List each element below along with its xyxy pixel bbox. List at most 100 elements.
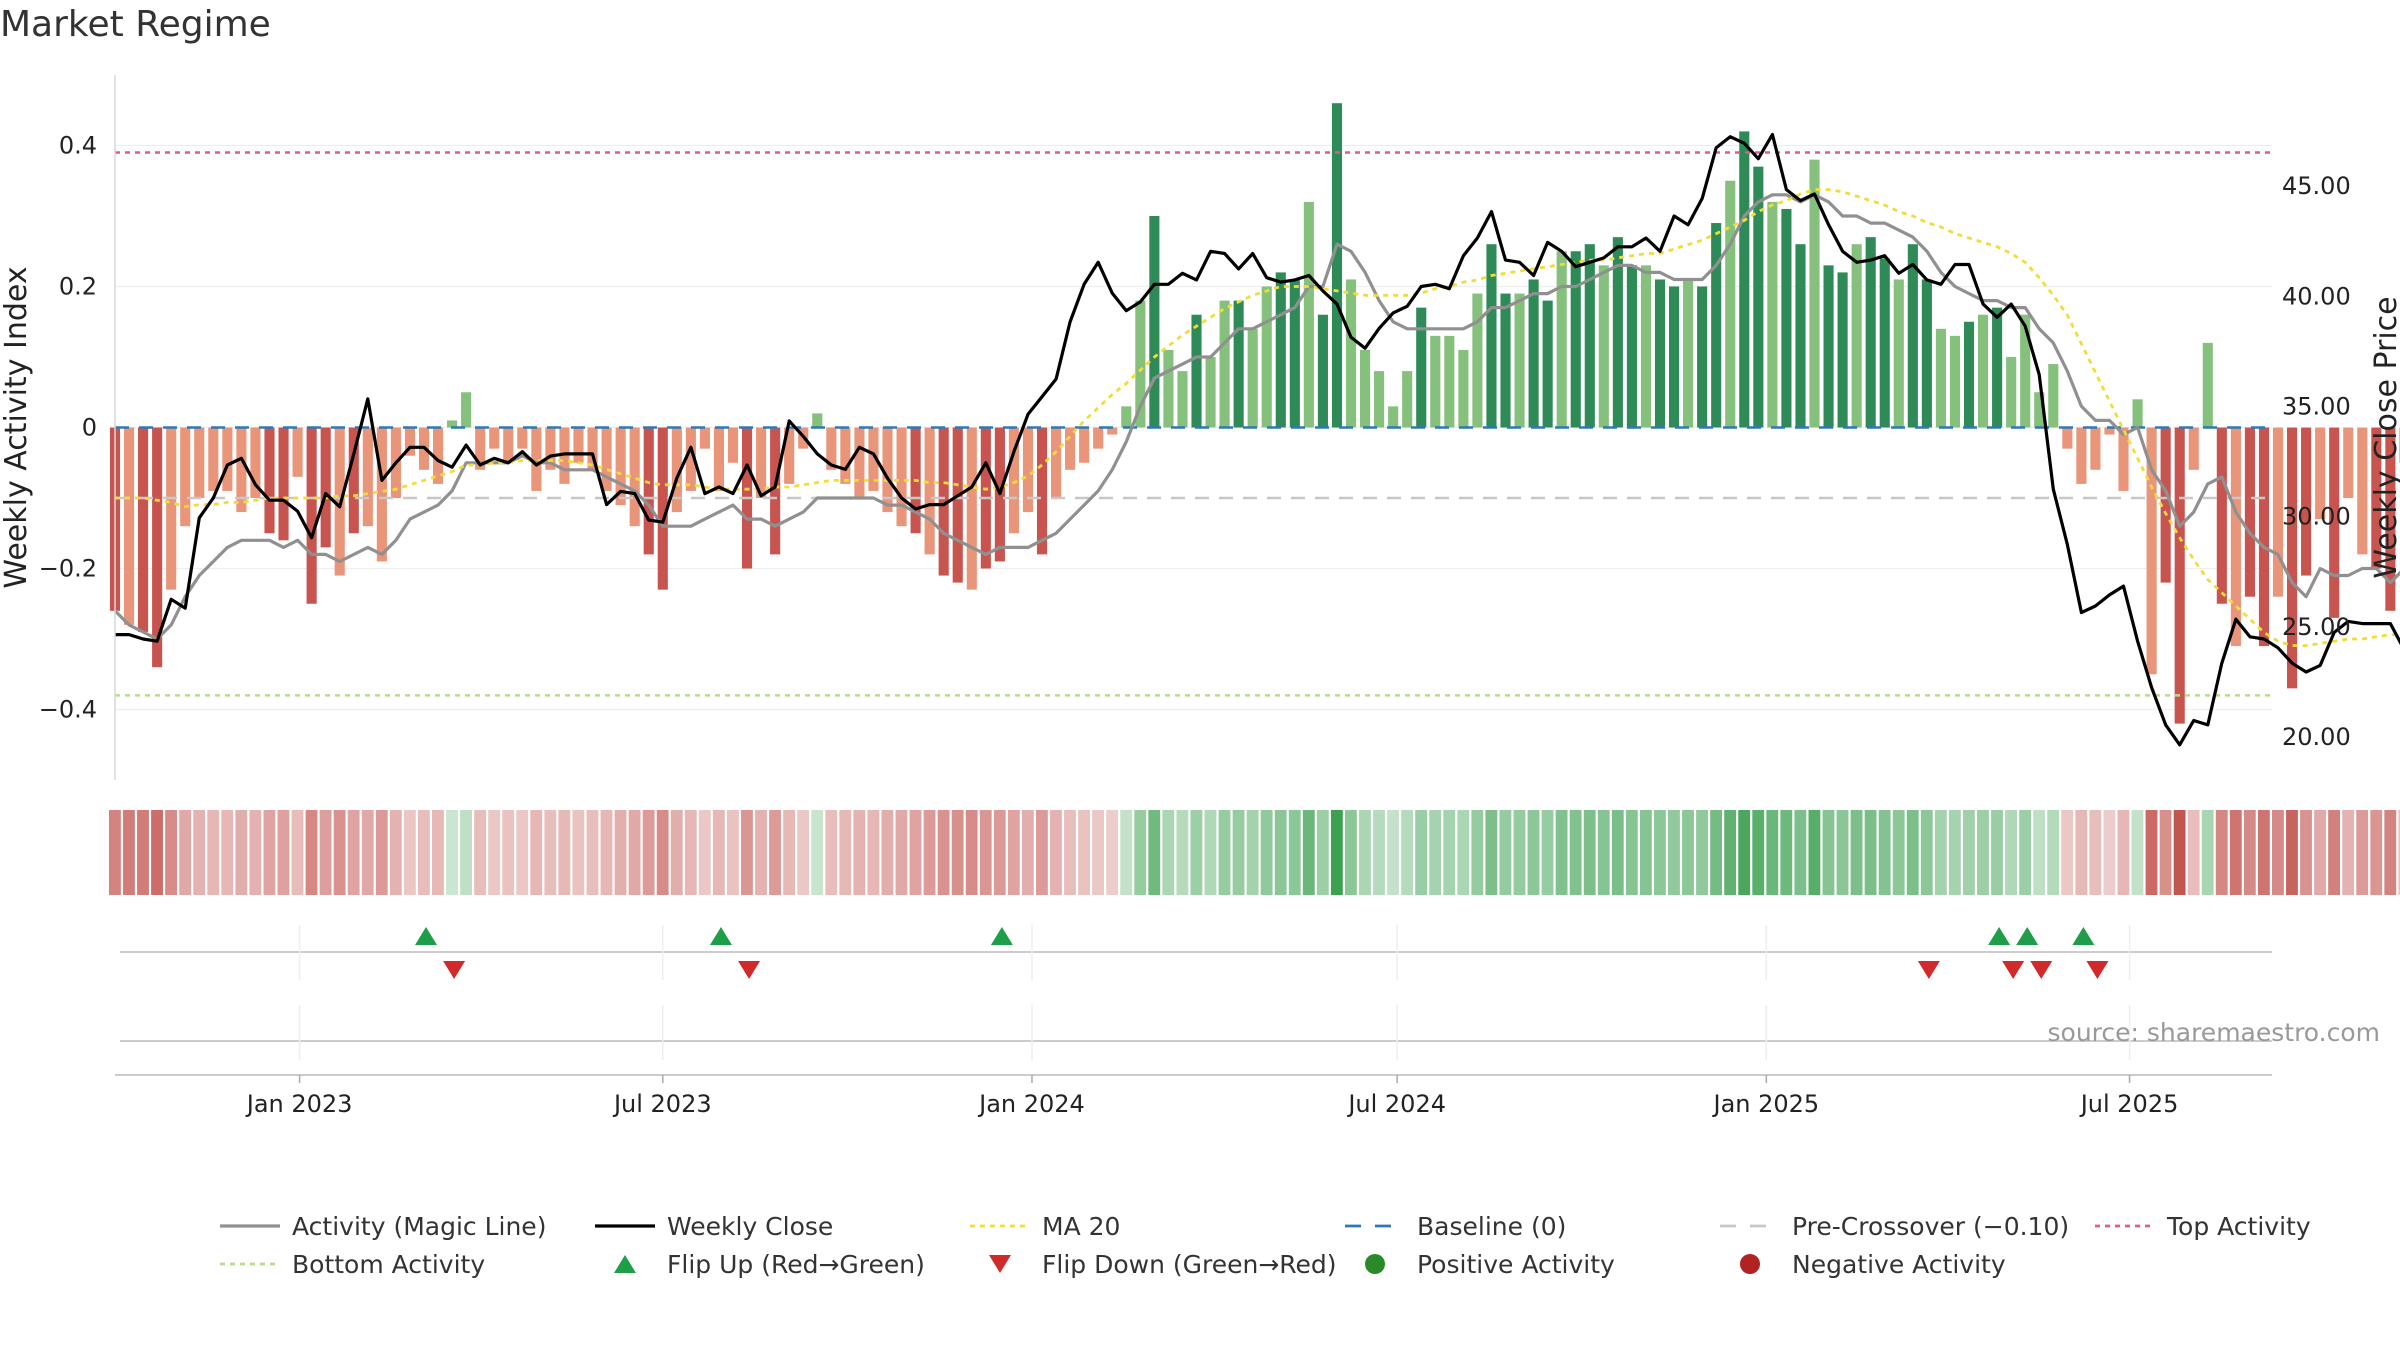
regime-cell-44 (726, 810, 739, 895)
activity-bar-42 (699, 427, 710, 449)
regime-cell-101 (1527, 810, 1540, 895)
flip-up-marker-1 (709, 927, 732, 945)
activity-bar-118 (1767, 201, 1778, 428)
regime-cell-15 (319, 810, 332, 895)
flip-markers (120, 927, 2272, 1042)
regime-cell-82 (1260, 810, 1273, 895)
activity-bar-23 (432, 427, 444, 484)
regime-cell-128 (1906, 810, 1919, 895)
y-right-tick-label-0: 45.00 (2282, 172, 2351, 200)
regime-cell-33 (572, 810, 585, 895)
activity-bar-94 (1430, 335, 1441, 428)
regime-cell-88 (1344, 810, 1357, 895)
regime-cell-53 (853, 810, 866, 895)
legend-item-positive[interactable]: Positive Activity (1365, 1250, 1615, 1279)
regime-cell-64 (1007, 810, 1020, 895)
regime-cell-156 (2300, 810, 2312, 895)
regime-cell-147 (2173, 810, 2186, 895)
regime-cell-45 (741, 810, 753, 895)
activity-bar-135 (2006, 357, 2017, 428)
regime-cell-52 (839, 810, 852, 895)
x-axis: Jan 2023 Jul 2023 Jan 2024 Jul 2024 Jan 2025… (115, 925, 2272, 1118)
legend-item-flip_up[interactable]: Flip Up (Red→Green) (614, 1250, 925, 1279)
source-label: source: sharemaestro.com (2048, 1018, 2381, 1047)
regime-cell-34 (586, 810, 599, 895)
regime-cell-146 (2159, 810, 2172, 895)
regime-cell-36 (614, 810, 627, 895)
legend-item-bottom[interactable]: Bottom Activity (220, 1250, 485, 1279)
activity-bar-25 (461, 392, 472, 428)
regime-cell-96 (1457, 810, 1470, 895)
regime-cell-162 (2384, 810, 2397, 895)
legend-label: Pre-Crossover (−0.10) (1792, 1212, 2069, 1241)
regime-cell-89 (1359, 810, 1371, 895)
activity-bar-83 (1275, 272, 1286, 428)
legend-item-precross[interactable]: Pre-Crossover (−0.10) (1720, 1212, 2069, 1241)
activity-bar-31 (545, 427, 556, 470)
regime-cell-60 (951, 810, 964, 895)
regime-cell-157 (2314, 810, 2326, 895)
regime-cell-129 (1920, 810, 1933, 895)
legend-item-close[interactable]: Weekly Close (595, 1212, 833, 1241)
activity-bar-80 (1233, 300, 1244, 428)
activity-bar-58 (924, 427, 935, 555)
chart-title: Market Regime (0, 4, 271, 45)
regime-cell-114 (1710, 810, 1723, 895)
activity-bar-131 (1949, 335, 1961, 428)
regime-cell-125 (1864, 810, 1877, 895)
x-tick-label-2: Jan 2024 (977, 1090, 1085, 1118)
regime-cell-85 (1302, 810, 1315, 895)
legend-swatch (1740, 1254, 1760, 1274)
activity-bar-97 (1472, 293, 1483, 428)
activity-bar-159 (2343, 427, 2354, 498)
regime-cell-54 (867, 810, 880, 895)
activity-bar-76 (1177, 371, 1188, 428)
activity-bar-158 (2329, 427, 2340, 618)
regime-cell-25 (460, 810, 472, 895)
legend-item-negative[interactable]: Negative Activity (1740, 1250, 2006, 1279)
activity-bar-89 (1360, 349, 1371, 428)
activity-bar-150 (2216, 427, 2227, 604)
activity-bar-106 (1598, 265, 1609, 428)
activity-bar-140 (2076, 427, 2087, 484)
activity-bar-44 (727, 427, 739, 463)
legend-item-flip_down[interactable]: Flip Down (Green→Red) (989, 1250, 1337, 1279)
regime-cell-1 (123, 810, 135, 895)
activity-bar-79 (1219, 300, 1230, 428)
activity-bar-40 (671, 427, 682, 513)
regime-cell-84 (1288, 810, 1301, 895)
regime-cell-48 (783, 810, 796, 895)
activity-bar-133 (1978, 314, 1989, 428)
regime-cell-41 (684, 810, 697, 895)
activity-bar-134 (1992, 307, 2003, 428)
activity-bar-146 (2160, 427, 2171, 583)
legend-item-top[interactable]: Top Activity (2095, 1212, 2311, 1241)
legend[interactable]: Activity (Magic Line) Weekly Close MA 20 Ba… (220, 1212, 2311, 1279)
regime-cell-117 (1752, 810, 1765, 895)
activity-bar-47 (770, 427, 781, 555)
flip-up-marker-0 (415, 927, 438, 945)
regime-cell-13 (291, 810, 304, 895)
regime-cell-104 (1569, 810, 1582, 895)
regime-cell-139 (2061, 810, 2074, 895)
legend-item-magic[interactable]: Activity (Magic Line) (220, 1212, 546, 1241)
activity-bar-104 (1570, 251, 1581, 428)
activity-bar-29 (517, 427, 528, 449)
legend-item-baseline[interactable]: Baseline (0) (1345, 1212, 1566, 1241)
regime-cell-116 (1738, 810, 1751, 895)
activity-bar-5 (180, 427, 191, 527)
legend-label: Activity (Magic Line) (292, 1212, 546, 1241)
regime-cell-143 (2117, 810, 2130, 895)
legend-item-ma20[interactable]: MA 20 (970, 1212, 1120, 1241)
regime-cell-21 (403, 810, 416, 895)
regime-cell-93 (1415, 810, 1428, 895)
activity-bar-78 (1205, 357, 1216, 428)
regime-cell-151 (2229, 810, 2242, 895)
regime-cell-70 (1092, 810, 1105, 895)
regime-cell-81 (1246, 810, 1259, 895)
regime-cell-163 (2398, 810, 2400, 895)
activity-bar-114 (1711, 223, 1722, 428)
activity-bar-3 (152, 427, 163, 668)
regime-cell-63 (993, 810, 1006, 895)
regime-cell-121 (1808, 810, 1821, 895)
